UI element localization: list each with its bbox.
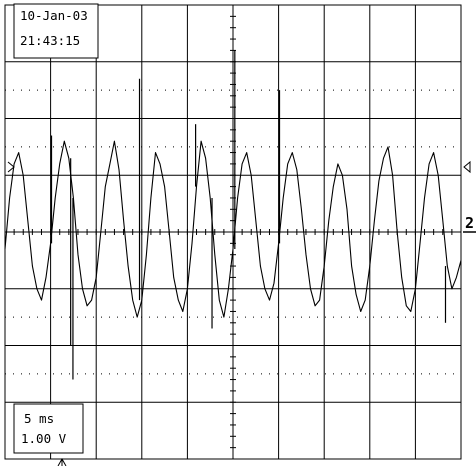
scale-box <box>13 403 84 454</box>
arrow-right-icon <box>7 161 15 173</box>
date-readout: 10-Jan-03 <box>20 8 88 23</box>
graticule-center-ticks <box>4 4 462 460</box>
waveform-trace <box>4 50 462 380</box>
timebase-readout: 5 ms <box>24 411 54 426</box>
channel-2-marker: 2 <box>465 214 474 232</box>
arrow-up-icon <box>57 457 67 466</box>
waveform-line <box>4 140 462 318</box>
volts-per-div-readout: 1.00 V <box>21 431 67 446</box>
triangle-left-outline-icon <box>463 160 471 174</box>
datetime-box <box>13 3 99 59</box>
time-readout: 21:43:15 <box>20 33 80 48</box>
